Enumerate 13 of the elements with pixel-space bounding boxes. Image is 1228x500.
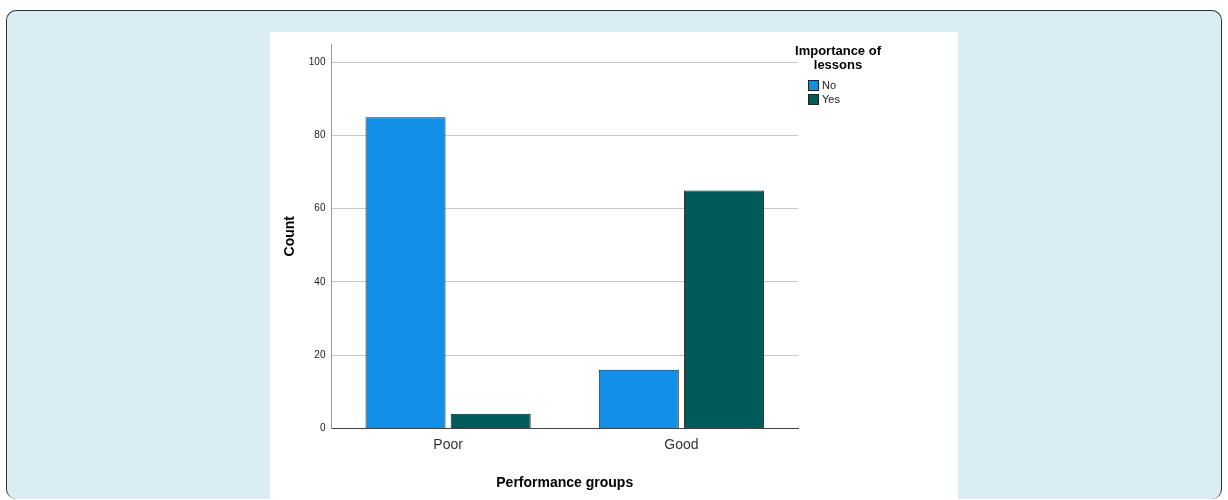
y-tick-label: 0 — [319, 422, 326, 434]
y-tick-label: 80 — [314, 129, 326, 141]
legend-title: Importance of lessons — [794, 43, 882, 72]
legend-label: No — [822, 79, 837, 91]
legend-label: Yes — [822, 93, 840, 105]
y-tick-label: 40 — [314, 275, 326, 287]
x-axis-title: Performance groups — [496, 474, 634, 491]
y-tick-label: 60 — [314, 202, 326, 214]
x-tick-label: Poor — [433, 435, 464, 452]
y-tick-label: 20 — [314, 348, 326, 360]
y-tick-label: 100 — [308, 56, 326, 68]
x-tick-label: Good — [664, 435, 699, 452]
y-axis-title: Count — [281, 215, 298, 257]
